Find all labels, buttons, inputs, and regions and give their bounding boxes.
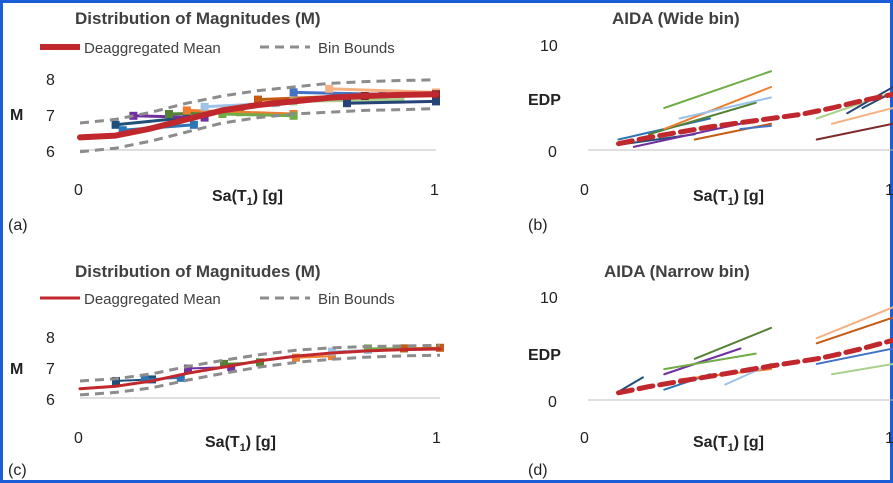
panel-b-ytick-0: 0 [548, 144, 557, 161]
panel-a-bin-marker [254, 95, 262, 104]
panel-a-bin-marker [396, 95, 405, 104]
panel-d-xtick-0: 0 [580, 430, 589, 447]
panel-b-xtick-1: 1 [885, 182, 893, 199]
panel-c-bounds-lower-line [79, 353, 441, 397]
panel-a-bin-marker [165, 110, 173, 118]
panel-a-xtick-0: 0 [74, 182, 83, 199]
panel-a-bin-marker [289, 88, 298, 97]
panel-c-ytick-6: 6 [46, 392, 55, 409]
panel-a-label: (a) [8, 217, 28, 234]
panel-a-ylabel: M [10, 107, 23, 124]
panel-d-bin-line [663, 352, 757, 371]
panel-d-bin-line [815, 347, 893, 365]
panel-a: Distribution of Magnitudes (M) Deaggrega… [8, 9, 440, 234]
panel-c-bin-marker [292, 353, 300, 362]
panel-c-bin-marker [220, 359, 228, 368]
panel-b-bin-line [663, 70, 772, 109]
panel-a-bin-line [185, 108, 296, 116]
panel-a-bin-marker [343, 99, 351, 108]
panel-b-title: AIDA (Wide bin) [612, 9, 740, 28]
panel-d-plot [588, 306, 893, 401]
panel-c-title: Distribution of Magnitudes (M) [75, 262, 321, 281]
panel-c-bounds-upper-line [79, 343, 441, 383]
panel-a-bin-line [345, 99, 438, 105]
legend-a-bounds-label: Bin Bounds [318, 40, 395, 57]
panel-a-ytick-8: 8 [46, 72, 55, 89]
panel-b-ytick-10: 10 [540, 38, 558, 55]
panel-d-ytick-0: 0 [548, 394, 557, 411]
panel-c-bin-marker [328, 347, 336, 356]
panel-c-bin-marker [176, 373, 185, 382]
panel-c-bin-marker [256, 358, 264, 367]
panel-a-bounds-upper-line [79, 78, 437, 125]
panel-c-bin-marker [328, 352, 336, 361]
panel-d-bin-line [815, 306, 893, 340]
panel-d-bin-line [663, 347, 742, 376]
panel-c-plot [78, 343, 444, 399]
panel-a-ytick-6: 6 [46, 144, 55, 161]
panel-b-bin-line [739, 124, 772, 130]
panel-c-bin-line [295, 355, 333, 359]
panel-b-label: (b) [528, 217, 548, 234]
panel-b-bin-line [831, 107, 893, 125]
panel-c-mean-line [78, 347, 442, 391]
panel-d-xtick-1: 1 [885, 430, 893, 447]
panel-b-bin-line [678, 96, 772, 120]
panel-c-xtick-1: 1 [432, 430, 441, 447]
panel-c-label: (c) [8, 462, 27, 479]
panel-a-bin-marker [325, 84, 334, 93]
legend-c-mean-label: Deaggregated Mean [84, 291, 221, 308]
panel-a-plot [77, 78, 440, 154]
panel-c-bin-marker [112, 376, 120, 385]
panel-d-bin-line [815, 316, 893, 345]
panel-c-ytick-7: 7 [46, 361, 55, 378]
panel-a-bin-marker [289, 111, 298, 120]
panel-a-ytick-7: 7 [46, 108, 55, 125]
panel-a-bin-marker [118, 126, 127, 135]
panel-d-ytick-10: 10 [540, 290, 558, 307]
panel-a-bin-line [114, 116, 189, 127]
panel-d-title: AIDA (Narrow bin) [604, 262, 750, 281]
panel-d-bin-line [693, 326, 772, 360]
panel-a-bin-marker [200, 102, 209, 111]
panel-a-title: Distribution of Magnitudes (M) [75, 9, 321, 28]
panel-b-mean-line [616, 91, 893, 147]
panel-a-bin-line [220, 112, 296, 118]
panel-b: AIDA (Wide bin) EDP 10 0 0 1 Sa(T1) [g] … [528, 9, 893, 234]
panel-b-ylabel: EDP [528, 92, 561, 109]
panel-d-bin-line [831, 362, 893, 376]
panel-a-bin-marker [111, 120, 120, 129]
panel-b-bin-line [663, 86, 772, 130]
panel-a-xlabel: Sa(T1) [g] [212, 188, 283, 208]
panel-c-xlabel: Sa(T1) [g] [205, 434, 276, 454]
panel-a-bin-marker [189, 120, 198, 129]
panel-a-bin-marker [432, 97, 440, 106]
panel-d-mean-line [616, 337, 893, 396]
legend-a-mean-label: Deaggregated Mean [84, 40, 221, 57]
panel-b-bin-line [815, 122, 893, 141]
panel-b-xlabel: Sa(T1) [g] [693, 188, 764, 208]
panel-b-plot [588, 70, 893, 151]
panel-a-bounds-lower-line [79, 107, 437, 154]
panel-a-bin-marker [182, 106, 191, 115]
panel-c-bin-marker [140, 375, 149, 384]
panel-c-bin-marker [364, 344, 372, 353]
panel-c-ylabel: M [10, 361, 23, 378]
panel-a-xtick-1: 1 [430, 182, 439, 199]
panel-b-xtick-0: 0 [580, 182, 589, 199]
panel-d-label: (d) [528, 462, 548, 479]
panel-c-xtick-0: 0 [74, 430, 83, 447]
panel-c: Distribution of Magnitudes (M) Deaggrega… [8, 262, 444, 479]
panel-d: AIDA (Narrow bin) EDP 10 0 0 1 Sa(T1) [g… [528, 262, 893, 479]
panel-d-ylabel: EDP [528, 347, 561, 364]
panel-c-bin-marker [184, 364, 192, 373]
panel-d-xlabel: Sa(T1) [g] [693, 434, 764, 454]
panel-c-ytick-8: 8 [46, 330, 55, 347]
panel-a-mean-line [77, 91, 439, 141]
panel-d-bin-line [617, 376, 644, 393]
legend-c-bounds-label: Bin Bounds [318, 291, 395, 308]
panel-a-bin-marker [218, 110, 227, 118]
